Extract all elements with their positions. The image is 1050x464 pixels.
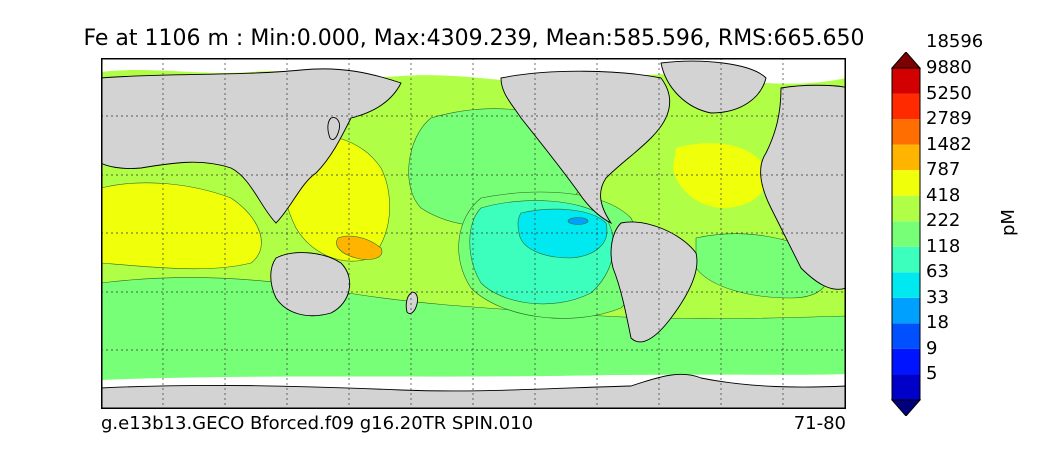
colorbar-tick-label: 118	[926, 235, 961, 257]
colorbar-segment	[892, 272, 920, 298]
north-america-landmass	[500, 70, 671, 225]
colorbar-segment	[892, 374, 920, 400]
colorbar-tick-label: 9	[926, 337, 938, 359]
colorbar	[890, 52, 922, 416]
colorbar-segment	[892, 323, 920, 349]
plot-title: Fe at 1106 m : Min:0.000, Max:4309.239, …	[83, 26, 865, 51]
high-fe-patch	[336, 235, 383, 260]
colorbar-tick-label: 18	[926, 312, 949, 334]
colorbar-extend-min	[890, 399, 922, 416]
colorbar-tick-label: 787	[926, 159, 961, 181]
colorbar-tick-label: 418	[926, 184, 961, 206]
new-zealand-landmass	[405, 291, 418, 315]
colorbar-frame	[891, 67, 921, 401]
colorbar-unit-label: pM	[998, 209, 1019, 236]
japan-landmass	[327, 117, 340, 141]
colorbar-segment	[892, 144, 920, 171]
antarctica-landmass	[101, 373, 846, 409]
colorbar-segment	[892, 68, 920, 94]
greenland-landmass	[660, 60, 767, 114]
ocean-map	[101, 58, 846, 409]
colorbar-segment	[892, 170, 920, 196]
colorbar-tick-label: 33	[926, 286, 949, 308]
colorbar-tick-label: 222	[926, 210, 961, 232]
colorbar-segment	[892, 297, 920, 324]
colorbar-segment	[892, 221, 920, 247]
colorbar-segment	[892, 348, 920, 375]
colorbar-tick-label: 5	[926, 363, 938, 385]
years-label: 71-80	[793, 413, 846, 434]
colorbar-tick-label: 2789	[926, 108, 972, 130]
colorbar-segment	[892, 195, 920, 222]
australia-landmass	[270, 252, 351, 317]
north-atlantic-region	[673, 143, 767, 208]
colorbar-segment	[892, 93, 920, 120]
colorbar-tick-label: 9880	[926, 57, 972, 78]
map-canvas	[101, 58, 846, 409]
map-frame	[101, 58, 846, 409]
colorbar-segment	[892, 246, 920, 273]
colorbar-tick-label: 5250	[926, 82, 972, 104]
colorbar-tick-label: 1482	[926, 133, 972, 155]
south-america-landmass	[610, 221, 698, 343]
colorbar-tick-label: 18596	[926, 31, 984, 53]
lat-lon-grid	[101, 58, 846, 409]
land-masses	[101, 60, 846, 409]
asia-landmass	[101, 68, 402, 224]
colorbar-segment	[892, 119, 920, 145]
indian-ocean-region	[101, 182, 262, 270]
colorbar-extend-max	[890, 52, 922, 69]
run-name-label: g.e13b13.GECO Bforced.f09 g16.20TR SPIN.…	[101, 413, 534, 434]
minimum-patch	[567, 217, 589, 225]
colorbar-tick-label: 63	[926, 261, 949, 283]
